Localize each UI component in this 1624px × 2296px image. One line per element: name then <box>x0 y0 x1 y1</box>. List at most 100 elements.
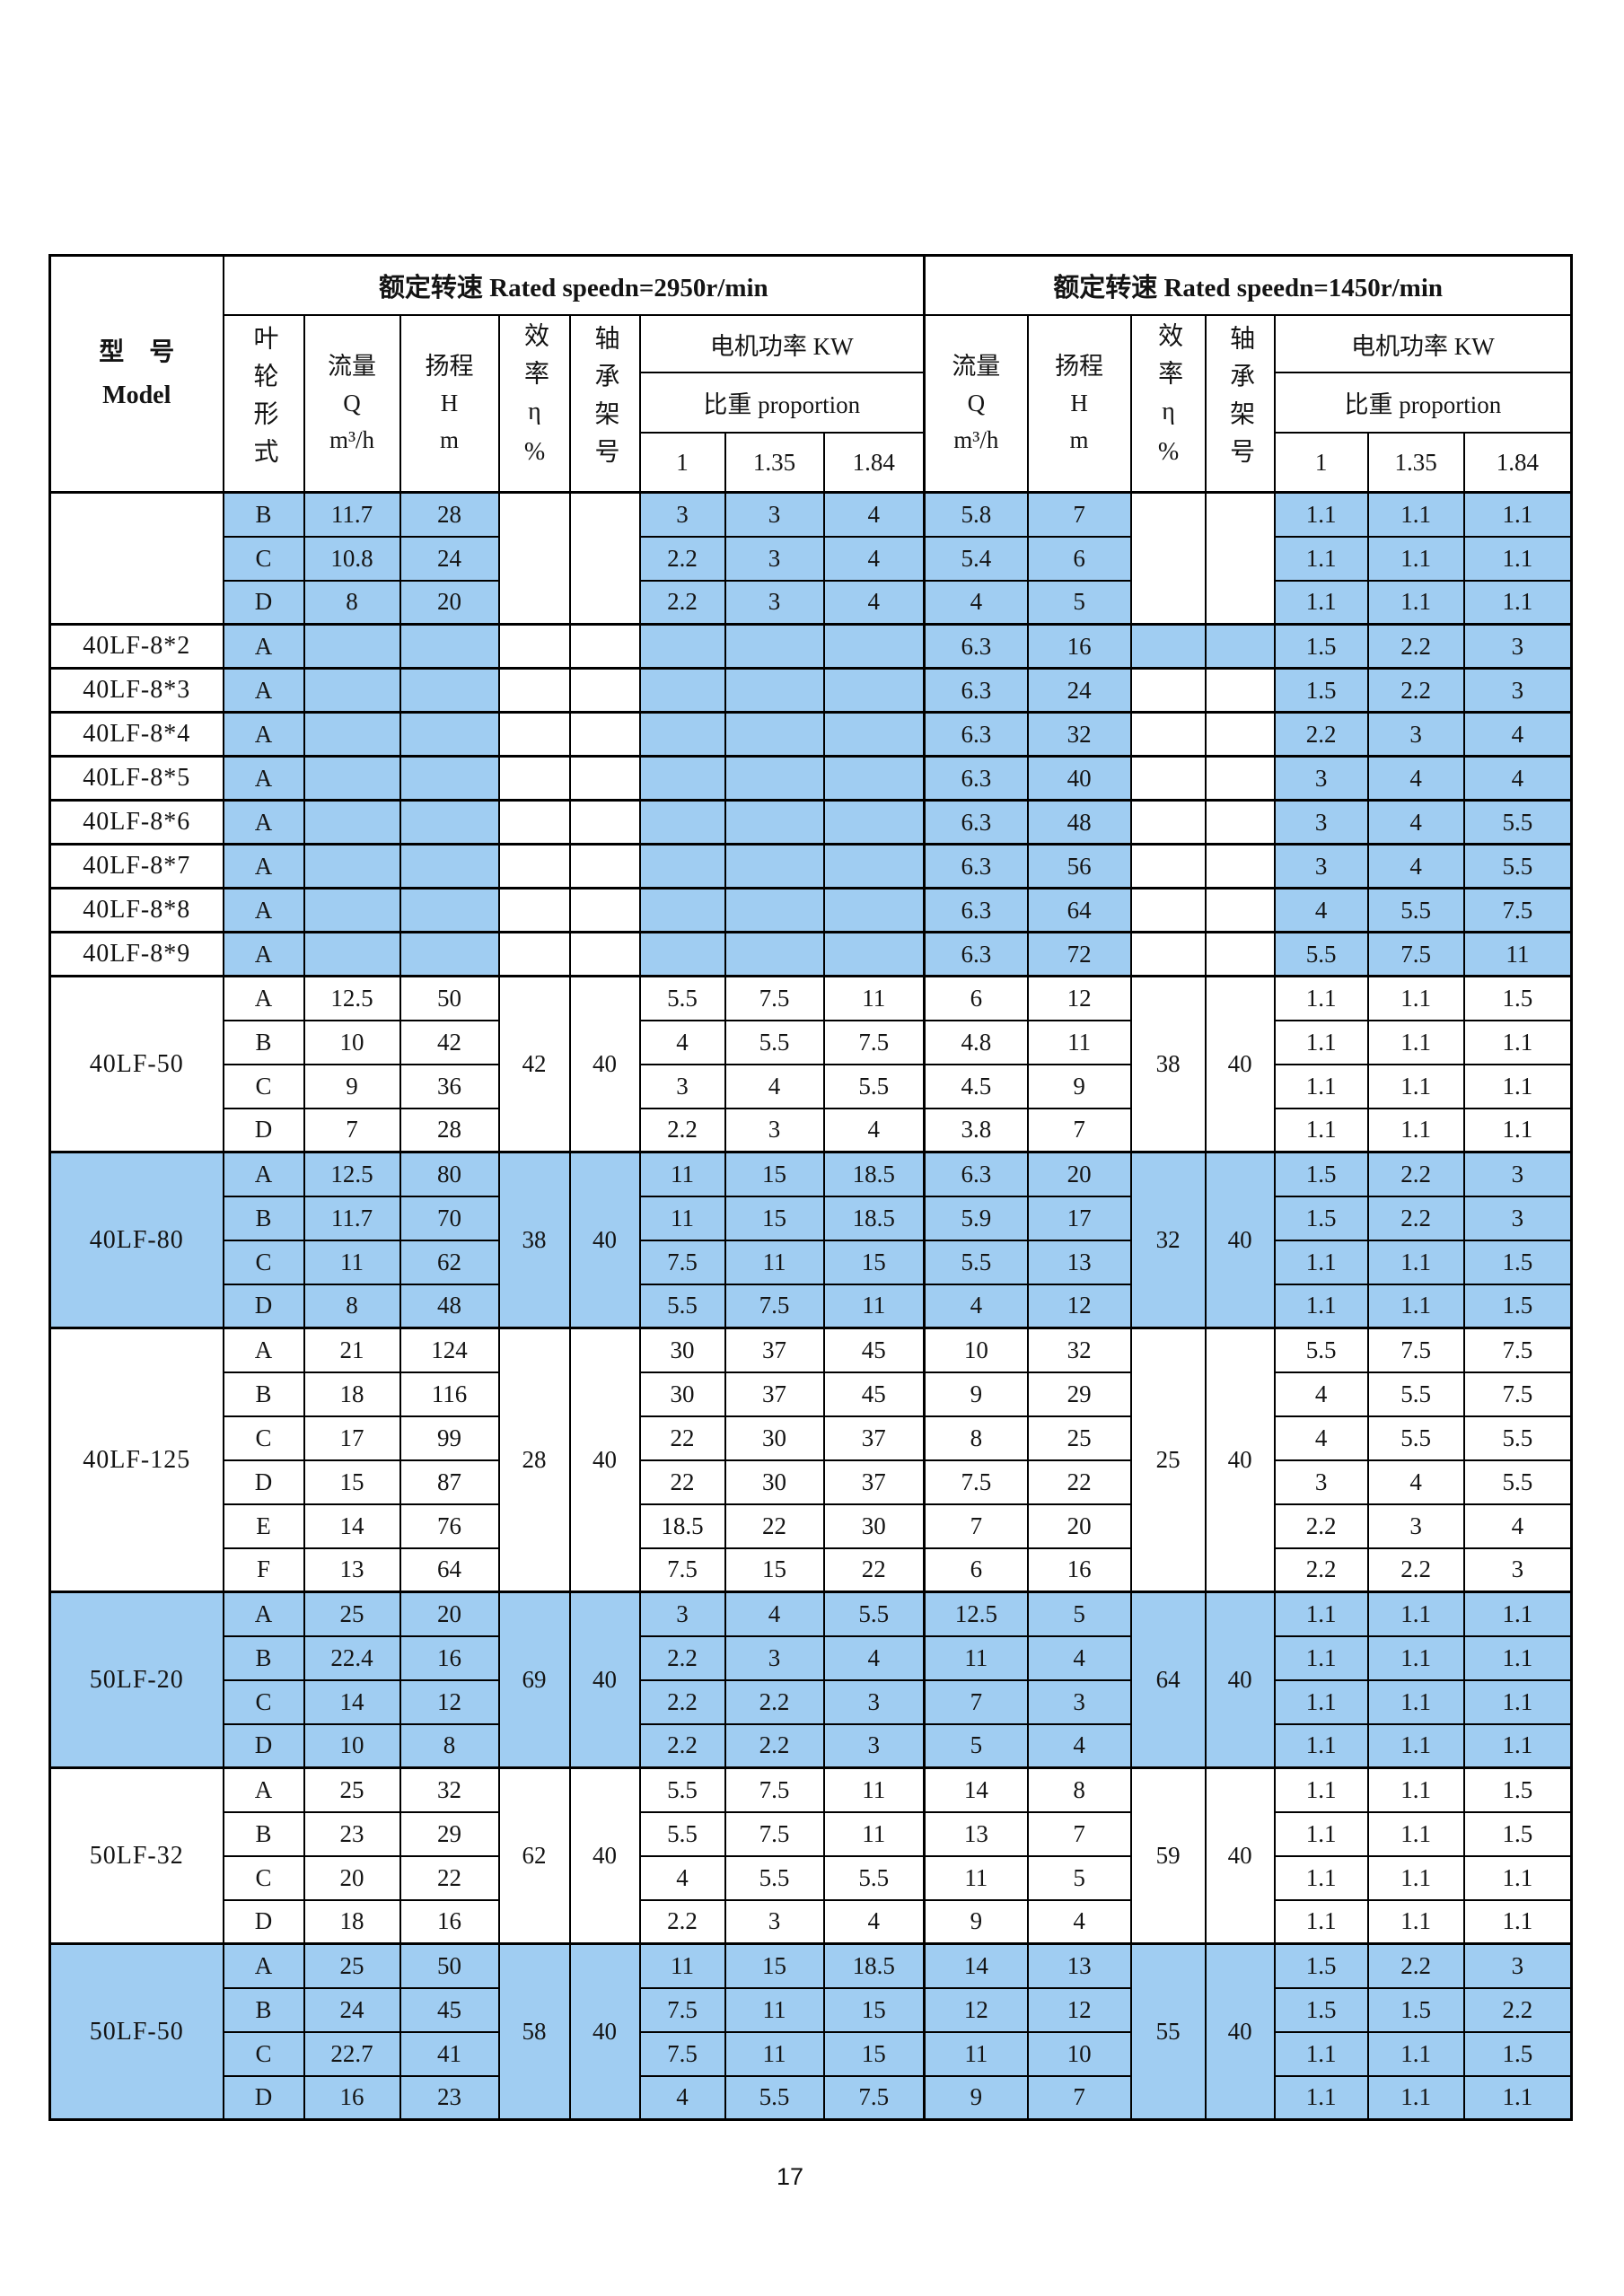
table-row: D 8 48 5.5 7.5 11 4 12 1.1 1.1 1.5 <box>50 1283 1573 1329</box>
motor-power-cell-2950 <box>638 667 726 714</box>
impeller-cell: B <box>222 1634 305 1681</box>
motor-power-cell-1450: 2.2 <box>1462 1986 1573 2033</box>
motor-power-cell-2950 <box>724 711 825 758</box>
flow-cell-2950: 11 <box>303 1239 401 1285</box>
flow-cell-2950: 10 <box>303 1019 401 1065</box>
bearing-cell-2950 <box>568 799 641 846</box>
bearing-header-1450: 轴承架号 <box>1204 314 1276 494</box>
motor-power-cell-1450: 3 <box>1462 667 1573 714</box>
impeller-cell: C <box>222 1063 305 1109</box>
motor-power-cell-1450: 1.1 <box>1366 1854 1465 1901</box>
motor-power-cell-1450: 1.5 <box>1366 1986 1465 2033</box>
motor-power-cell-1450: 5.5 <box>1366 1371 1465 1417</box>
bearing-cell-1450 <box>1204 931 1276 977</box>
bearing-cell-2950: 40 <box>568 1327 641 1593</box>
motor-power-cell-1450: 5.5 <box>1462 1459 1573 1505</box>
flow-cell-1450: 4 <box>923 1283 1029 1329</box>
head-cn: 扬程 <box>425 353 474 380</box>
efficiency-cell-2950 <box>497 623 571 670</box>
motor-power-cell-2950: 4 <box>822 491 926 538</box>
flow-cell-1450: 4.5 <box>923 1063 1029 1109</box>
motor-power-cell-2950: 4 <box>822 1634 926 1681</box>
bearing-cell-2950 <box>568 667 641 714</box>
head-unit: m <box>439 426 459 453</box>
impeller-cell: B <box>222 1810 305 1857</box>
motor-power-cell-2950: 4 <box>822 579 926 626</box>
head-cell-1450: 7 <box>1026 1810 1132 1857</box>
bearing-header-2950: 轴承架号 <box>568 314 641 494</box>
flow-cell-2950: 25 <box>303 1942 401 1989</box>
impeller-cell: C <box>222 2030 305 2077</box>
head-cell-2950: 20 <box>399 579 500 626</box>
head-cell-2950 <box>399 755 500 802</box>
motor-power-cell-2950 <box>822 887 926 933</box>
motor-power-cell-1450: 3 <box>1462 1195 1573 1241</box>
table-row: 50LF-32 A 25 32 62 40 5.5 7.5 11 14 8 59 40 1.1 1.1 1.5 <box>48 1766 1573 1945</box>
table-row: 40LF-8*2 A 6.3 16 1.5 2.2 3 <box>48 623 1573 670</box>
impeller-cell: D <box>222 2074 305 2121</box>
head-cell-2950: 50 <box>399 1942 500 1989</box>
motor-power-cell-2950: 3 <box>724 579 825 626</box>
flow-cell-2950: 17 <box>303 1415 401 1461</box>
motor-power-cell-2950: 4 <box>822 1898 926 1945</box>
ratio-184-header: 1.84 <box>822 432 926 494</box>
motor-power-cell-2950 <box>822 799 926 846</box>
motor-power-cell-1450: 1.1 <box>1462 1107 1573 1153</box>
bearing-cell-1450 <box>1204 491 1276 626</box>
flow-cell-1450: 6.3 <box>923 667 1029 714</box>
motor-power-cell-2950: 5.5 <box>638 1283 726 1329</box>
head-cell-1450: 64 <box>1026 887 1132 933</box>
model-group-40LF-50: 40LF-50 A 12.5 50 42 40 5.5 7.5 11 6 12 38 40 1.1 1.1 1… <box>48 975 1573 1153</box>
model-cell: 50LF-20 <box>48 1591 224 1769</box>
head-cell-1450: 24 <box>1026 667 1132 714</box>
impeller-cell: B <box>222 1019 305 1065</box>
flow-cell-1450: 12.5 <box>923 1591 1029 1637</box>
head-symbol: H <box>440 390 459 416</box>
motor-power-cell-1450: 1.1 <box>1462 1898 1573 1945</box>
head-symbol: H <box>1070 390 1088 416</box>
impeller-cell: C <box>222 1239 305 1285</box>
head-cell-2950: 70 <box>399 1195 500 1241</box>
motor-power-cell-2950: 7.5 <box>724 1283 825 1329</box>
efficiency-cell-1450: 32 <box>1129 1151 1207 1329</box>
flow-cell-1450: 3.8 <box>923 1107 1029 1153</box>
head-cell-1450: 5 <box>1026 1591 1132 1637</box>
flow-cell-2950: 23 <box>303 1810 401 1857</box>
impeller-cell: B <box>222 1371 305 1417</box>
head-cell-2950: 22 <box>399 1854 500 1901</box>
motor-power-cell-1450: 4 <box>1273 1371 1369 1417</box>
flow-cell-2950 <box>303 799 401 846</box>
flow-unit: m³/h <box>953 426 999 453</box>
motor-power-cell-1450: 1.1 <box>1462 1722 1573 1769</box>
motor-power-cell-1450: 1.5 <box>1273 1942 1369 1989</box>
motor-power-cell-2950 <box>724 799 825 846</box>
model-group-50LF-20: 50LF-20 A 25 20 69 40 3 4 5.5 12.5 5 64 40 1.1 1.1 1.1 B… <box>48 1591 1573 1769</box>
motor-power-cell-1450: 1.1 <box>1273 491 1369 538</box>
motor-power-cell-1450: 1.1 <box>1462 1063 1573 1109</box>
head-cell-1450: 20 <box>1026 1503 1132 1549</box>
bearing-cell-2950: 40 <box>568 1942 641 2121</box>
head-header-2950: 扬程 H m <box>399 314 500 494</box>
model-cell: 40LF-8*3 <box>48 667 224 714</box>
motor-power-cell-1450: 1.1 <box>1273 1019 1369 1065</box>
head-cell-1450: 7 <box>1026 2074 1132 2121</box>
table-row: 40LF-8*3 A 6.3 24 1.5 2.2 3 <box>48 667 1573 714</box>
table-row: C 14 12 2.2 2.2 3 7 3 1.1 1.1 1.1 <box>50 1678 1573 1725</box>
impeller-cell: C <box>222 1678 305 1725</box>
head-cell-1450: 9 <box>1026 1063 1132 1109</box>
efficiency-cell-1450 <box>1129 799 1207 846</box>
proportion-header-1450: 比重 proportion <box>1273 372 1573 434</box>
flow-cell-1450: 14 <box>923 1766 1029 1813</box>
flow-cell-2950: 20 <box>303 1854 401 1901</box>
motor-power-cell-1450: 2.2 <box>1366 1547 1465 1593</box>
flow-cell-2950: 15 <box>303 1459 401 1505</box>
motor-power-cell-2950: 22 <box>724 1503 825 1549</box>
model-group-40LF-8*3: 40LF-8*3 A 6.3 24 1.5 2.2 3 <box>48 667 1573 714</box>
head-cell-2950 <box>399 711 500 758</box>
ratio-135-header: 1.35 <box>1366 432 1465 494</box>
impeller-cell: A <box>222 755 305 802</box>
motor-power-cell-2950 <box>638 755 726 802</box>
motor-power-cell-2950 <box>638 887 726 933</box>
flow-cell-1450: 6.3 <box>923 799 1029 846</box>
flow-cell-1450: 5 <box>923 1722 1029 1769</box>
